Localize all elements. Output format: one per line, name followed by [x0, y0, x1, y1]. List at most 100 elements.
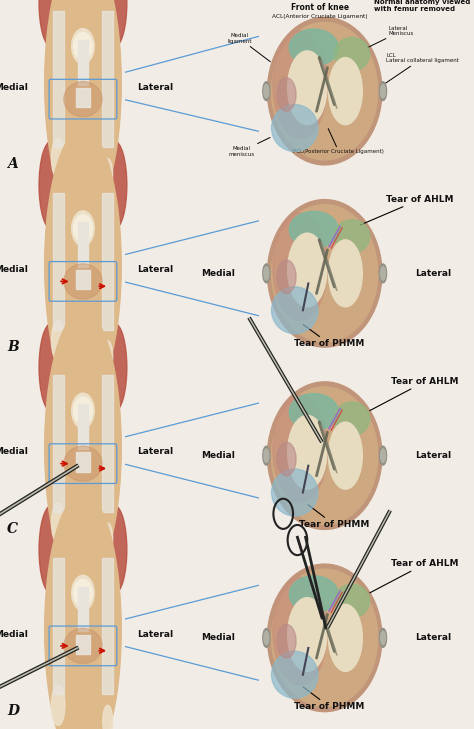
- Bar: [102, 375, 113, 512]
- Bar: [76, 88, 90, 107]
- Ellipse shape: [45, 129, 121, 402]
- Ellipse shape: [288, 416, 327, 489]
- Ellipse shape: [64, 82, 102, 117]
- Bar: [76, 635, 90, 654]
- Ellipse shape: [39, 506, 64, 593]
- Text: Lateral: Lateral: [137, 265, 173, 274]
- Bar: [78, 40, 88, 85]
- Text: Medial
meniscus: Medial meniscus: [228, 138, 270, 157]
- Ellipse shape: [272, 104, 318, 152]
- Ellipse shape: [267, 564, 382, 712]
- Ellipse shape: [264, 267, 269, 280]
- Text: Medial: Medial: [201, 269, 235, 278]
- Ellipse shape: [263, 446, 270, 465]
- Text: Medial: Medial: [0, 265, 28, 274]
- Ellipse shape: [64, 628, 102, 663]
- Text: Lateral: Lateral: [415, 269, 451, 278]
- Text: Lateral: Lateral: [415, 451, 451, 460]
- Ellipse shape: [73, 33, 92, 60]
- Ellipse shape: [381, 449, 385, 462]
- Text: D: D: [7, 704, 19, 718]
- Bar: [102, 11, 113, 147]
- Bar: [53, 558, 64, 694]
- Text: PCL(Posterior Cruciate Ligament): PCL(Posterior Cruciate Ligament): [293, 128, 384, 155]
- Ellipse shape: [73, 215, 92, 242]
- Text: Lateral: Lateral: [137, 83, 173, 92]
- Ellipse shape: [102, 141, 127, 230]
- Ellipse shape: [334, 584, 370, 617]
- Ellipse shape: [264, 631, 269, 644]
- Text: A: A: [7, 157, 18, 171]
- Ellipse shape: [272, 387, 378, 524]
- Ellipse shape: [277, 625, 296, 658]
- Ellipse shape: [272, 205, 378, 342]
- Bar: [53, 193, 64, 330]
- Ellipse shape: [272, 23, 378, 160]
- Ellipse shape: [263, 264, 270, 283]
- Ellipse shape: [381, 85, 385, 98]
- Ellipse shape: [289, 576, 338, 612]
- Bar: [53, 375, 64, 512]
- Text: Lateral: Lateral: [137, 448, 173, 456]
- Ellipse shape: [72, 575, 94, 611]
- Bar: [53, 11, 64, 147]
- Ellipse shape: [64, 264, 102, 299]
- Ellipse shape: [381, 267, 385, 280]
- Ellipse shape: [51, 503, 65, 543]
- Text: ACL(Anterior Cruciate Ligament): ACL(Anterior Cruciate Ligament): [272, 14, 368, 19]
- Ellipse shape: [277, 443, 296, 476]
- Text: Lateral
Meniscus: Lateral Meniscus: [367, 26, 414, 47]
- Text: Tear of AHLM: Tear of AHLM: [370, 377, 458, 410]
- Ellipse shape: [45, 311, 121, 584]
- Bar: [102, 193, 113, 330]
- Ellipse shape: [102, 324, 127, 411]
- Ellipse shape: [288, 51, 327, 125]
- Ellipse shape: [73, 580, 92, 607]
- Ellipse shape: [102, 506, 127, 593]
- Text: Normal anatomy viewed
with femur removed: Normal anatomy viewed with femur removed: [374, 0, 471, 12]
- Text: Tear of PHMM: Tear of PHMM: [294, 687, 365, 712]
- Ellipse shape: [334, 402, 370, 435]
- Ellipse shape: [51, 685, 65, 725]
- Bar: [78, 587, 88, 631]
- Text: LCL
Lateral collateral ligament: LCL Lateral collateral ligament: [382, 52, 459, 86]
- Text: Front of knee: Front of knee: [291, 4, 349, 12]
- Ellipse shape: [328, 422, 362, 489]
- Ellipse shape: [102, 0, 127, 47]
- Ellipse shape: [328, 240, 362, 307]
- Ellipse shape: [380, 628, 387, 647]
- Ellipse shape: [51, 321, 65, 361]
- Text: C: C: [7, 522, 18, 536]
- Ellipse shape: [289, 29, 338, 66]
- Text: Medial: Medial: [201, 634, 235, 642]
- Ellipse shape: [380, 264, 387, 283]
- Bar: [78, 222, 88, 267]
- Ellipse shape: [263, 628, 270, 647]
- Ellipse shape: [272, 569, 378, 706]
- Text: Medial: Medial: [201, 451, 235, 460]
- Ellipse shape: [73, 397, 92, 424]
- Ellipse shape: [72, 28, 94, 64]
- Text: Lateral: Lateral: [137, 630, 173, 639]
- Ellipse shape: [103, 523, 113, 555]
- Ellipse shape: [380, 82, 387, 101]
- Ellipse shape: [39, 141, 64, 230]
- Ellipse shape: [51, 139, 65, 179]
- Ellipse shape: [334, 37, 370, 71]
- Ellipse shape: [39, 0, 64, 47]
- Ellipse shape: [273, 577, 328, 685]
- Ellipse shape: [64, 446, 102, 481]
- Ellipse shape: [380, 446, 387, 465]
- Ellipse shape: [267, 200, 382, 347]
- Ellipse shape: [273, 395, 328, 502]
- Text: Lateral: Lateral: [415, 634, 451, 642]
- Ellipse shape: [263, 82, 270, 101]
- Ellipse shape: [103, 158, 113, 190]
- Ellipse shape: [328, 58, 362, 125]
- Ellipse shape: [267, 17, 382, 165]
- Ellipse shape: [103, 340, 113, 373]
- Ellipse shape: [45, 494, 121, 729]
- Ellipse shape: [72, 393, 94, 429]
- Ellipse shape: [103, 705, 113, 729]
- Text: B: B: [7, 340, 19, 354]
